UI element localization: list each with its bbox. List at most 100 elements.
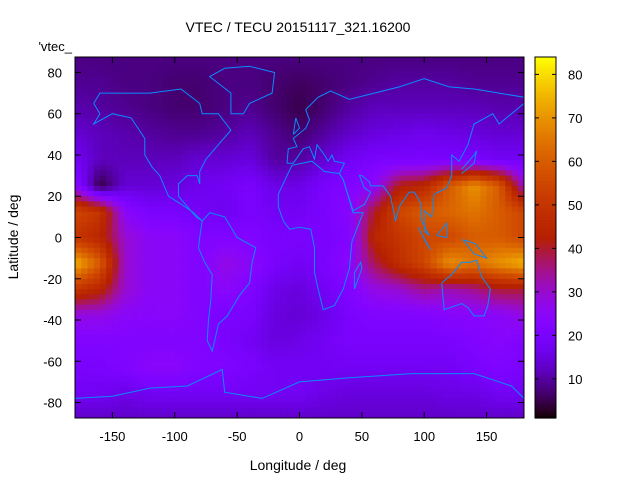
heatmap-cell — [287, 118, 294, 125]
heatmap-cell — [343, 170, 350, 177]
heatmap-cell — [99, 196, 107, 202]
heatmap-cell — [486, 242, 494, 249]
heatmap-cell — [124, 72, 132, 79]
heatmap-cell — [174, 227, 182, 233]
heatmap-cell — [156, 340, 163, 347]
heatmap-cell — [380, 160, 388, 166]
heatmap-cell — [480, 294, 488, 300]
heatmap-cell — [143, 371, 151, 378]
heatmap-cell — [199, 108, 207, 115]
heatmap-cell — [393, 392, 400, 398]
heatmap-cell — [330, 154, 338, 161]
heatmap-cell — [93, 149, 101, 156]
heatmap-cell — [399, 299, 407, 306]
heatmap-cell — [249, 371, 257, 378]
heatmap-cell — [143, 206, 151, 213]
heatmap-cell — [193, 139, 201, 146]
heatmap-cell — [361, 118, 369, 125]
heatmap-cell — [230, 77, 238, 84]
heatmap-cell — [330, 185, 338, 192]
heatmap-cell — [455, 392, 463, 398]
heatmap-cell — [237, 366, 244, 373]
heatmap-cell — [193, 165, 201, 171]
heatmap-cell — [511, 191, 519, 197]
heatmap-cell — [274, 356, 282, 362]
heatmap-cell — [218, 108, 226, 115]
heatmap-cell — [330, 165, 338, 171]
heatmap-cell — [405, 289, 413, 295]
heatmap-cell — [492, 118, 500, 125]
heatmap-cell — [417, 134, 425, 141]
heatmap-cell — [461, 77, 469, 84]
heatmap-cell — [187, 82, 194, 89]
heatmap-cell — [399, 93, 407, 99]
heatmap-cell — [93, 299, 101, 306]
heatmap-cell — [237, 180, 244, 187]
heatmap-cell — [486, 237, 494, 244]
heatmap-cell — [349, 340, 357, 347]
heatmap-cell — [368, 376, 375, 383]
heatmap-cell — [374, 237, 382, 244]
heatmap-cell — [411, 304, 419, 311]
heatmap-cell — [368, 108, 375, 115]
heatmap-cell — [436, 273, 444, 280]
heatmap-cell — [417, 366, 425, 373]
heatmap-cell — [442, 335, 450, 342]
heatmap-cell — [137, 185, 145, 192]
heatmap-cell — [380, 387, 388, 393]
heatmap-cell — [137, 299, 145, 306]
heatmap-cell — [393, 82, 400, 89]
heatmap-cell — [218, 175, 226, 182]
heatmap-cell — [430, 402, 438, 409]
heatmap-cell — [499, 366, 506, 373]
heatmap-cell — [99, 407, 107, 414]
heatmap-cell — [212, 175, 219, 182]
heatmap-cell — [143, 149, 151, 156]
heatmap-cell — [262, 77, 269, 84]
heatmap-cell — [274, 335, 282, 342]
heatmap-cell — [517, 134, 525, 141]
heatmap-cell — [349, 160, 357, 166]
heatmap-cell — [156, 108, 163, 115]
heatmap-cell — [262, 402, 269, 409]
heatmap-cell — [436, 216, 444, 223]
heatmap-cell — [467, 304, 475, 311]
heatmap-cell — [262, 283, 269, 290]
heatmap-cell — [168, 242, 176, 249]
heatmap-cell — [442, 201, 450, 208]
heatmap-cell — [75, 376, 82, 383]
heatmap-cell — [293, 87, 300, 94]
heatmap-cell — [499, 376, 506, 383]
heatmap-cell — [268, 227, 276, 233]
heatmap-cell — [143, 392, 151, 398]
heatmap-cell — [399, 196, 407, 202]
heatmap-cell — [461, 201, 469, 208]
heatmap-cell — [162, 118, 170, 125]
heatmap-cell — [187, 402, 194, 409]
heatmap-cell — [467, 340, 475, 347]
heatmap-cell — [467, 371, 475, 378]
heatmap-cell — [405, 149, 413, 156]
heatmap-cell — [361, 263, 369, 269]
heatmap-cell — [212, 273, 219, 280]
heatmap-cell — [499, 144, 506, 151]
heatmap-cell — [193, 309, 201, 316]
heatmap-cell — [243, 98, 251, 104]
heatmap-cell — [311, 345, 319, 352]
heatmap-cell — [474, 397, 481, 404]
heatmap-cell — [112, 108, 120, 115]
heatmap-cell — [430, 237, 438, 244]
heatmap-cell — [517, 160, 525, 166]
heatmap-cell — [81, 371, 88, 378]
heatmap-cell — [81, 397, 88, 404]
heatmap-cell — [361, 361, 369, 367]
heatmap-cell — [424, 227, 431, 233]
heatmap-cell — [249, 283, 257, 290]
heatmap-cell — [336, 345, 344, 352]
heatmap-cell — [237, 185, 244, 192]
heatmap-cell — [343, 366, 350, 373]
heatmap-cell — [199, 361, 207, 367]
heatmap-cell — [293, 118, 300, 125]
heatmap-cell — [517, 345, 525, 352]
heatmap-cell — [505, 196, 513, 202]
